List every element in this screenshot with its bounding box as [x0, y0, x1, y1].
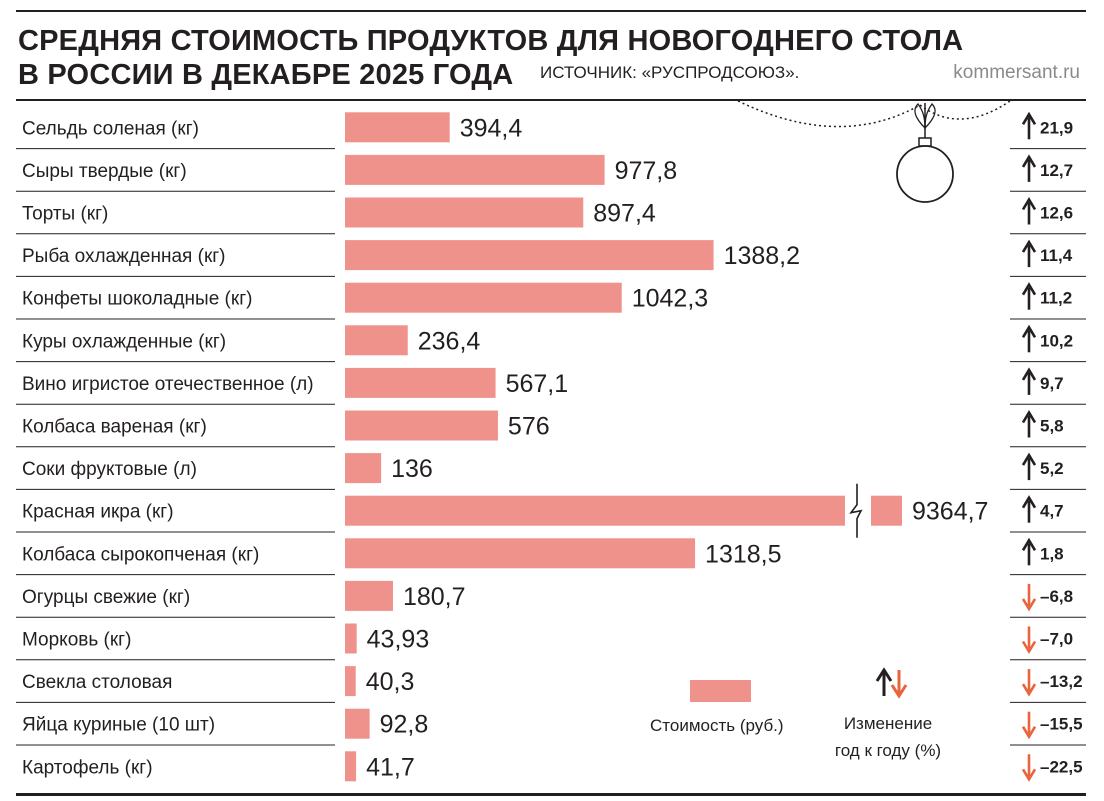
value-label: 180,7: [403, 583, 466, 611]
up-arrow-head: [1021, 111, 1037, 125]
up-arrow-head: [1021, 282, 1037, 296]
down-arrow-head: [1021, 726, 1037, 740]
change-label: –7,0: [1040, 630, 1073, 649]
value-label: 977,8: [615, 157, 678, 185]
bar: [345, 623, 357, 654]
source-note: ИСТОЧНИК: «РУСПРОДСОЮЗ».: [540, 63, 800, 82]
value-label: 40,3: [366, 668, 415, 696]
bar: [345, 325, 408, 356]
bar: [345, 751, 357, 782]
value-label: 9364,7: [912, 498, 988, 526]
bar: [345, 282, 622, 313]
change-label: 9,7: [1040, 374, 1064, 393]
bar: [345, 580, 393, 611]
category-label: Сыры твердые (кг): [22, 161, 187, 182]
category-label: Свекла столовая: [22, 672, 172, 693]
legend-cost-swatch: [690, 680, 751, 702]
axis-break-icon: [849, 483, 863, 538]
category-label: Картофель (кг): [22, 757, 153, 778]
down-arrow-head: [1021, 683, 1037, 697]
value-label: 897,4: [593, 200, 656, 228]
value-label: 136: [391, 455, 433, 483]
category-label: Яйца куриные (10 шт): [22, 715, 215, 736]
change-label: 4,7: [1040, 502, 1064, 521]
value-label: 236,4: [418, 327, 481, 355]
chart-title: СРЕДНЯЯ СТОИМОСТЬ ПРОДУКТОВ ДЛЯ НОВОГОДН…: [18, 24, 963, 92]
bar: [345, 367, 496, 398]
legend-down-arrow-icon: [890, 670, 908, 699]
up-arrow-head: [1021, 452, 1037, 466]
legend-change-label-line1: Изменение: [844, 714, 932, 733]
change-label: 21,9: [1040, 118, 1073, 137]
bar: [345, 410, 498, 441]
change-label: 10,2: [1040, 331, 1073, 350]
bottom-rule: [16, 793, 1086, 796]
up-arrow-head: [1021, 239, 1037, 253]
change-label: 11,2: [1040, 289, 1072, 308]
change-label: –15,5: [1040, 715, 1083, 734]
category-label: Конфеты шоколадные (кг): [22, 289, 252, 310]
legend-cost-label: Стоимость (руб.): [650, 716, 784, 735]
up-arrow-head: [1021, 324, 1037, 338]
value-label: 43,93: [367, 626, 430, 654]
category-label: Красная икра (кг): [22, 502, 174, 523]
up-arrow-head: [1021, 537, 1037, 551]
change-label: 12,6: [1040, 204, 1073, 223]
legend: Стоимость (руб.) Изменение год к году (%…: [650, 667, 941, 760]
down-arrow-head: [1021, 598, 1037, 612]
legend-change-label-line2: год к году (%): [835, 741, 941, 760]
change-label: 11,4: [1040, 246, 1073, 265]
bar: [345, 197, 584, 228]
category-label: Куры охлажденные (кг): [22, 331, 226, 352]
up-arrow-head: [1021, 495, 1037, 509]
site-credit: kommersant.ru: [953, 62, 1080, 83]
up-arrow-head: [1021, 154, 1037, 168]
change-label: 5,8: [1040, 417, 1064, 436]
value-label: 1388,2: [724, 242, 800, 270]
change-label: 1,8: [1040, 544, 1064, 563]
value-label: 41,7: [366, 753, 415, 781]
value-label: 1042,3: [632, 285, 708, 313]
category-label: Вино игристое отечественное (л): [22, 374, 314, 395]
category-label: Колбаса вареная (кг): [22, 417, 207, 438]
title-line-1: СРЕДНЯЯ СТОИМОСТЬ ПРОДУКТОВ ДЛЯ НОВОГОДН…: [18, 25, 964, 57]
value-label: 567,1: [506, 370, 569, 398]
bar: [345, 112, 450, 143]
category-label: Огурцы свежие (кг): [22, 587, 190, 608]
value-label: 92,8: [380, 711, 429, 739]
bar: [345, 666, 356, 697]
value-label: 394,4: [460, 114, 523, 142]
change-label: 12,7: [1040, 161, 1073, 180]
category-label: Сельдь соленая (кг): [22, 118, 199, 139]
header-rule: [16, 99, 1086, 101]
category-label: Морковь (кг): [22, 630, 131, 651]
change-label: –22,5: [1040, 757, 1083, 776]
category-label: Рыба охлажденная (кг): [22, 246, 226, 267]
bar: [345, 154, 605, 185]
up-arrow-head: [1021, 409, 1037, 424]
category-label: Колбаса сырокопченая (кг): [22, 544, 259, 565]
bar: [345, 240, 714, 271]
bar-continuation: [871, 495, 902, 526]
change-label: –13,2: [1040, 672, 1083, 691]
up-arrow-head: [1021, 367, 1037, 381]
down-arrow-head: [1021, 768, 1037, 782]
category-label: Торты (кг): [22, 204, 108, 225]
bar: [345, 708, 370, 739]
legend-up-arrow-icon: [875, 667, 893, 696]
change-label: –6,8: [1040, 587, 1073, 606]
up-arrow-head: [1021, 196, 1037, 211]
value-label: 576: [508, 413, 550, 441]
down-arrow-head: [1021, 640, 1037, 655]
change-label: 5,2: [1040, 459, 1064, 478]
category-label: Соки фруктовые (л): [22, 459, 197, 480]
bar: [345, 538, 696, 569]
christmas-ornament-icon: [737, 100, 1011, 203]
value-label: 1318,5: [705, 540, 781, 568]
top-rule: [16, 10, 1086, 12]
title-line-2: В РОССИИ В ДЕКАБРЕ 2025 ГОДА: [18, 59, 514, 91]
bar: [345, 495, 845, 526]
bar: [345, 453, 382, 484]
